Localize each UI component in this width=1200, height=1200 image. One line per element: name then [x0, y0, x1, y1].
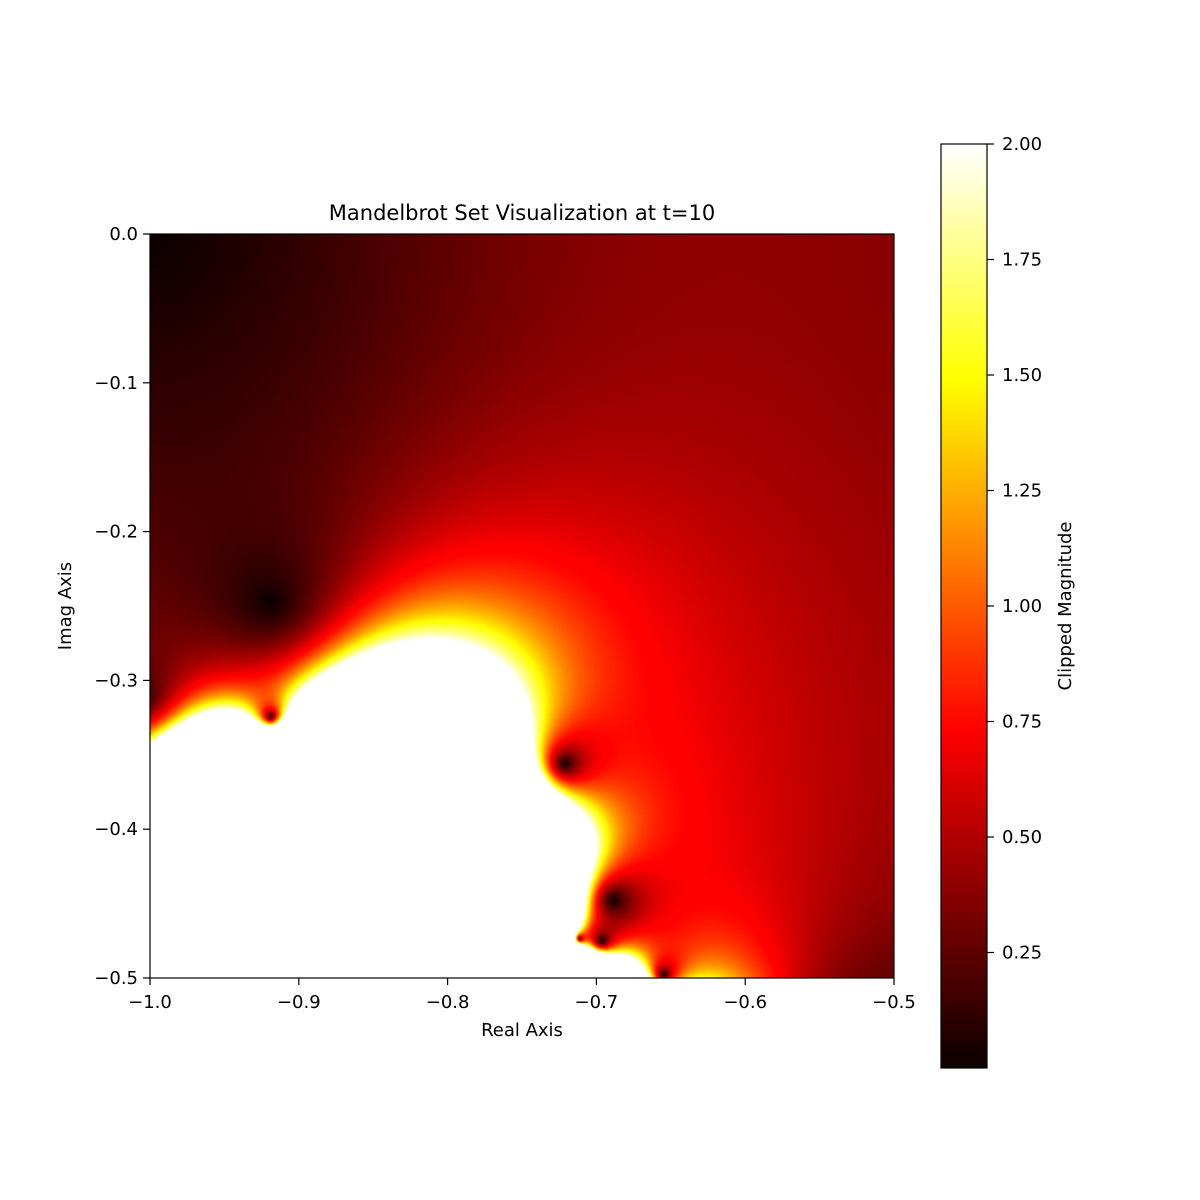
y-tick-label: −0.4: [94, 819, 138, 840]
colorbar: [940, 143, 988, 1069]
plot-frame: [149, 233, 895, 979]
x-tick-label: −1.0: [128, 992, 172, 1013]
y-tick-label: 0.0: [109, 224, 138, 245]
colorbar-label: Clipped Magnitude: [1055, 521, 1076, 690]
y-axis-label: Imag Axis: [55, 562, 76, 650]
y-tick-label: −0.1: [94, 373, 138, 394]
colorbar-tick-label: 1.50: [1002, 365, 1042, 386]
colorbar-tick-label: 1.25: [1002, 481, 1042, 502]
y-axis: 0.0 −0.1 −0.2 −0.3 −0.4 −0.5: [94, 224, 150, 989]
chart-title: Mandelbrot Set Visualization at t=10: [329, 201, 715, 225]
y-tick-label: −0.5: [94, 968, 138, 989]
x-tick-label: −0.7: [575, 992, 619, 1013]
colorbar-tick-label: 0.50: [1002, 827, 1042, 848]
colorbar-tick-label: 2.00: [1002, 134, 1042, 155]
colorbar-axis: 0.25 0.50 0.75 1.00 1.25 1.50 1.75 2.00: [987, 134, 1042, 964]
heatmap-image: [150, 234, 894, 978]
colorbar-tick-label: 1.75: [1002, 250, 1042, 271]
x-axis-label: Real Axis: [481, 1020, 563, 1041]
y-tick-label: −0.2: [94, 522, 138, 543]
x-tick-label: −0.6: [723, 992, 767, 1013]
x-axis: −1.0 −0.9 −0.8 −0.7 −0.6 −0.5: [128, 978, 916, 1013]
y-tick-label: −0.3: [94, 670, 138, 691]
colorbar-tick-label: 1.00: [1002, 596, 1042, 617]
x-tick-label: −0.5: [872, 992, 916, 1013]
heatmap: [150, 234, 894, 978]
colorbar-tick-label: 0.25: [1002, 943, 1042, 964]
x-tick-label: −0.8: [426, 992, 470, 1013]
x-tick-label: −0.9: [277, 992, 321, 1013]
colorbar-tick-label: 0.75: [1002, 712, 1042, 733]
